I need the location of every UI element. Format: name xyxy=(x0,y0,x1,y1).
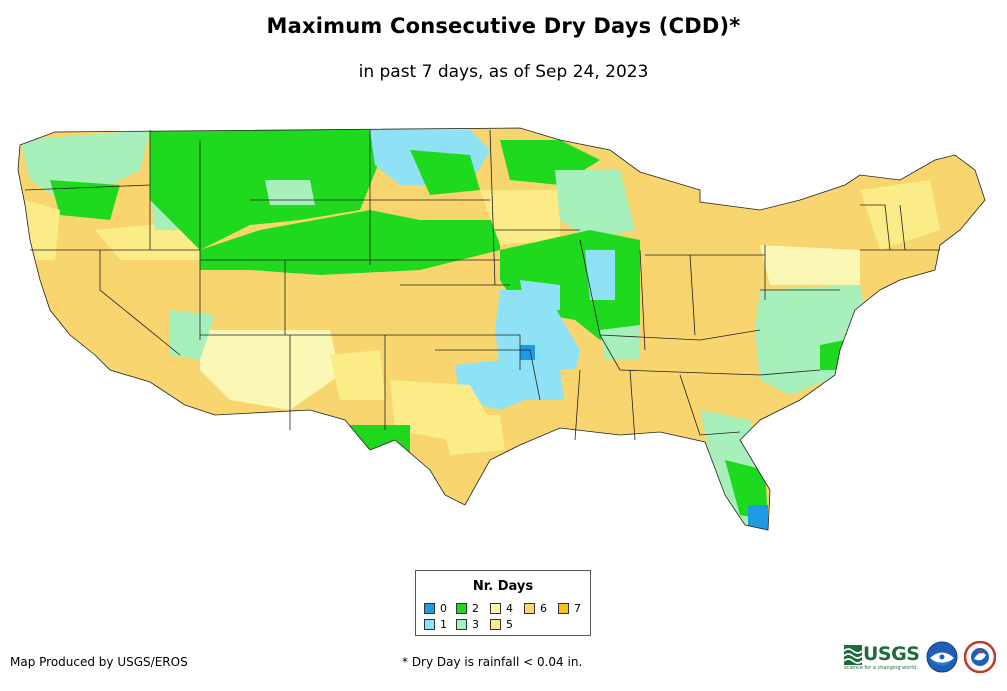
cdd-map xyxy=(17,127,986,531)
legend-swatch xyxy=(456,619,467,630)
footnote-text: * Dry Day is rainfall < 0.04 in. xyxy=(402,655,583,669)
credit-text: Map Produced by USGS/EROS xyxy=(10,655,188,669)
legend-label: 7 xyxy=(574,602,581,615)
legend-swatch xyxy=(456,603,467,614)
cdd-fill xyxy=(18,128,985,530)
noaa-logo-icon xyxy=(926,641,958,673)
legend-item: 6 xyxy=(524,603,547,615)
legend: Nr. Days 0 1 2 3 4 5 6 7 xyxy=(415,570,591,636)
legend-item: 4 xyxy=(490,603,513,615)
legend-label: 4 xyxy=(506,602,513,615)
legend-label: 2 xyxy=(472,602,479,615)
legend-swatch xyxy=(490,619,501,630)
legend-label: 5 xyxy=(506,618,513,631)
legend-item: 7 xyxy=(558,603,581,615)
legend-label: 3 xyxy=(472,618,479,631)
usgs-logo: USGS science for a changing world xyxy=(844,643,920,673)
legend-swatch xyxy=(524,603,535,614)
legend-label: 0 xyxy=(440,602,447,615)
legend-label: 6 xyxy=(540,602,547,615)
state-borders xyxy=(17,127,986,531)
legend-item: 3 xyxy=(456,619,479,631)
legend-item: 5 xyxy=(490,619,513,631)
usgs-wave-icon xyxy=(844,645,862,665)
legend-item: 1 xyxy=(424,619,447,631)
legend-swatch xyxy=(424,619,435,630)
map-subtitle: in past 7 days, as of Sep 24, 2023 xyxy=(358,62,649,82)
nws-logo-icon xyxy=(964,641,996,673)
legend-swatch xyxy=(490,603,501,614)
legend-swatch xyxy=(424,603,435,614)
legend-item: 0 xyxy=(424,603,447,615)
legend-label: 1 xyxy=(440,618,447,631)
legend-swatch xyxy=(558,603,569,614)
legend-title: Nr. Days xyxy=(472,579,534,594)
map-title: Maximum Consecutive Dry Days (CDD)* xyxy=(266,14,741,38)
usgs-wordmark: USGS xyxy=(863,643,920,665)
usgs-tagline: science for a changing world xyxy=(844,665,916,671)
legend-item: 2 xyxy=(456,603,479,615)
